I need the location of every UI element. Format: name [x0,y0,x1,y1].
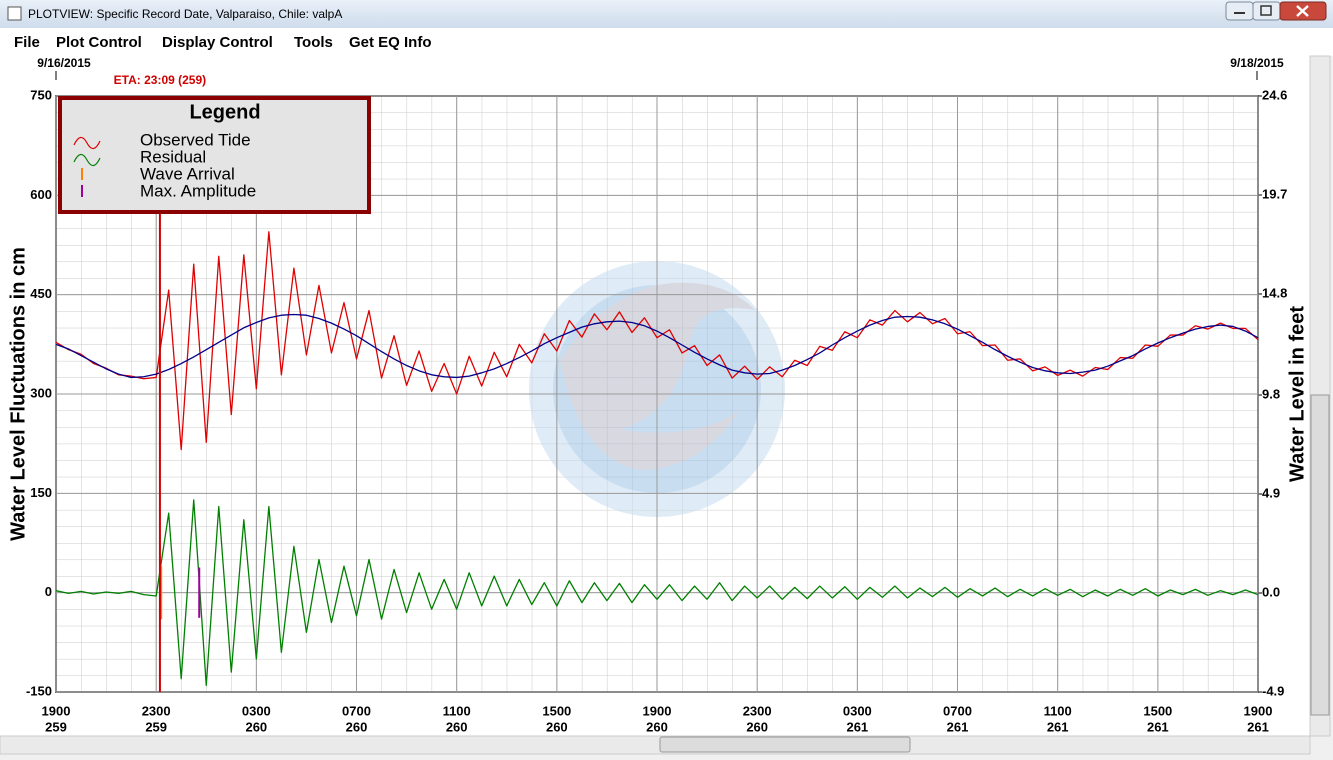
menu-bar [0,28,1333,56]
maximize-icon [1260,5,1272,16]
app-icon [7,6,22,21]
minimize-button[interactable] [1225,1,1254,21]
legend-icon [73,153,101,167]
legend-label: Wave Arrival [140,164,235,183]
x-tick-day-label: 261 [947,719,969,734]
x-tick-label: 1100 [443,703,471,718]
horizontal-scrollbar[interactable] [0,735,1311,755]
menu-item[interactable]: Display Control [162,34,273,51]
start-date: 9/16/2015 [37,56,91,70]
plot-layer: -150 0 150 300 450 600 750 -4.9 0.0 4.9 9.8 14.8 19.… [26,87,1287,734]
y2-tick-label: 9.8 [1262,386,1280,401]
series-line [55,313,1259,379]
x-tick-label: 2300 [142,703,171,718]
end-date: 9/18/2015 [1230,56,1284,70]
menu-item[interactable]: Tools [294,34,333,51]
x-tick-label: 1900 [643,703,672,718]
y2-tick-label: 24.6 [1262,87,1287,102]
series-line [55,499,1259,687]
x-tick-label: 1500 [1143,703,1172,718]
x-tick-day-label: 260 [746,719,768,734]
y2-tick-label: 0.0 [1262,584,1280,599]
x-tick-day-label: 261 [1047,719,1069,734]
x-tick-label: 1900 [1244,703,1273,718]
y2-tick-label: 19.7 [1262,186,1287,201]
x-tick-day-label: 261 [846,719,868,734]
close-icon [1296,5,1309,17]
y-tick-label: -150 [26,683,52,698]
series-line [55,231,1259,451]
y2-tick-label: -4.9 [1262,683,1284,698]
y-tick-label: 0 [45,584,52,599]
x-tick-day-label: 260 [245,719,267,734]
window-title: PLOTVIEW: Specific Record Date, Valparai… [28,7,342,21]
y-tick-label: 150 [30,485,52,500]
legend-label: Observed Tide [140,130,251,149]
horizontal-scroll-thumb[interactable] [659,736,911,753]
y-axis-title: Water Level Fluctuations in cm [7,247,29,541]
y2-tick-label: 14.8 [1262,285,1287,300]
x-tick-day-label: 261 [1247,719,1269,734]
x-tick-day-label: 261 [1147,719,1169,734]
legend-label: Residual [140,147,206,166]
eta-label: ETA: 23:09 (259) [114,73,206,87]
y-tick-label: 450 [30,286,52,301]
x-tick-day-label: 260 [546,719,568,734]
x-tick-label: 0300 [843,703,872,718]
title-bar [0,0,1333,28]
x-tick-day-label: 260 [646,719,668,734]
y-tick-label: 300 [30,385,52,400]
x-tick-day-label: 259 [45,719,67,734]
x-tick-day-label: 260 [346,719,368,734]
legend-icon [73,136,101,150]
x-tick-label: 1900 [42,703,71,718]
maximize-button[interactable] [1252,1,1281,21]
legend-title: Legend [189,101,260,123]
y-tick-label: 750 [30,87,52,102]
x-tick-label: 0300 [242,703,271,718]
legend-label: Max. Amplitude [140,181,256,200]
x-tick-label: 1100 [1044,703,1072,718]
legend-box [58,96,371,214]
menu-item[interactable]: Plot Control [56,34,142,51]
menu-item[interactable]: Get EQ Info [349,34,432,51]
x-tick-label: 0700 [342,703,371,718]
x-tick-day-label: 260 [446,719,468,734]
y2-axis-title: Water Level in feet [1286,306,1308,482]
menu-item[interactable]: File [14,34,40,51]
y2-tick-label: 4.9 [1262,485,1280,500]
x-tick-day-label: 259 [145,719,167,734]
y-tick-label: 600 [30,187,52,202]
x-tick-label: 2300 [743,703,772,718]
vertical-scroll-thumb[interactable] [1310,394,1330,716]
x-tick-label: 1500 [542,703,571,718]
x-tick-label: 0700 [943,703,972,718]
